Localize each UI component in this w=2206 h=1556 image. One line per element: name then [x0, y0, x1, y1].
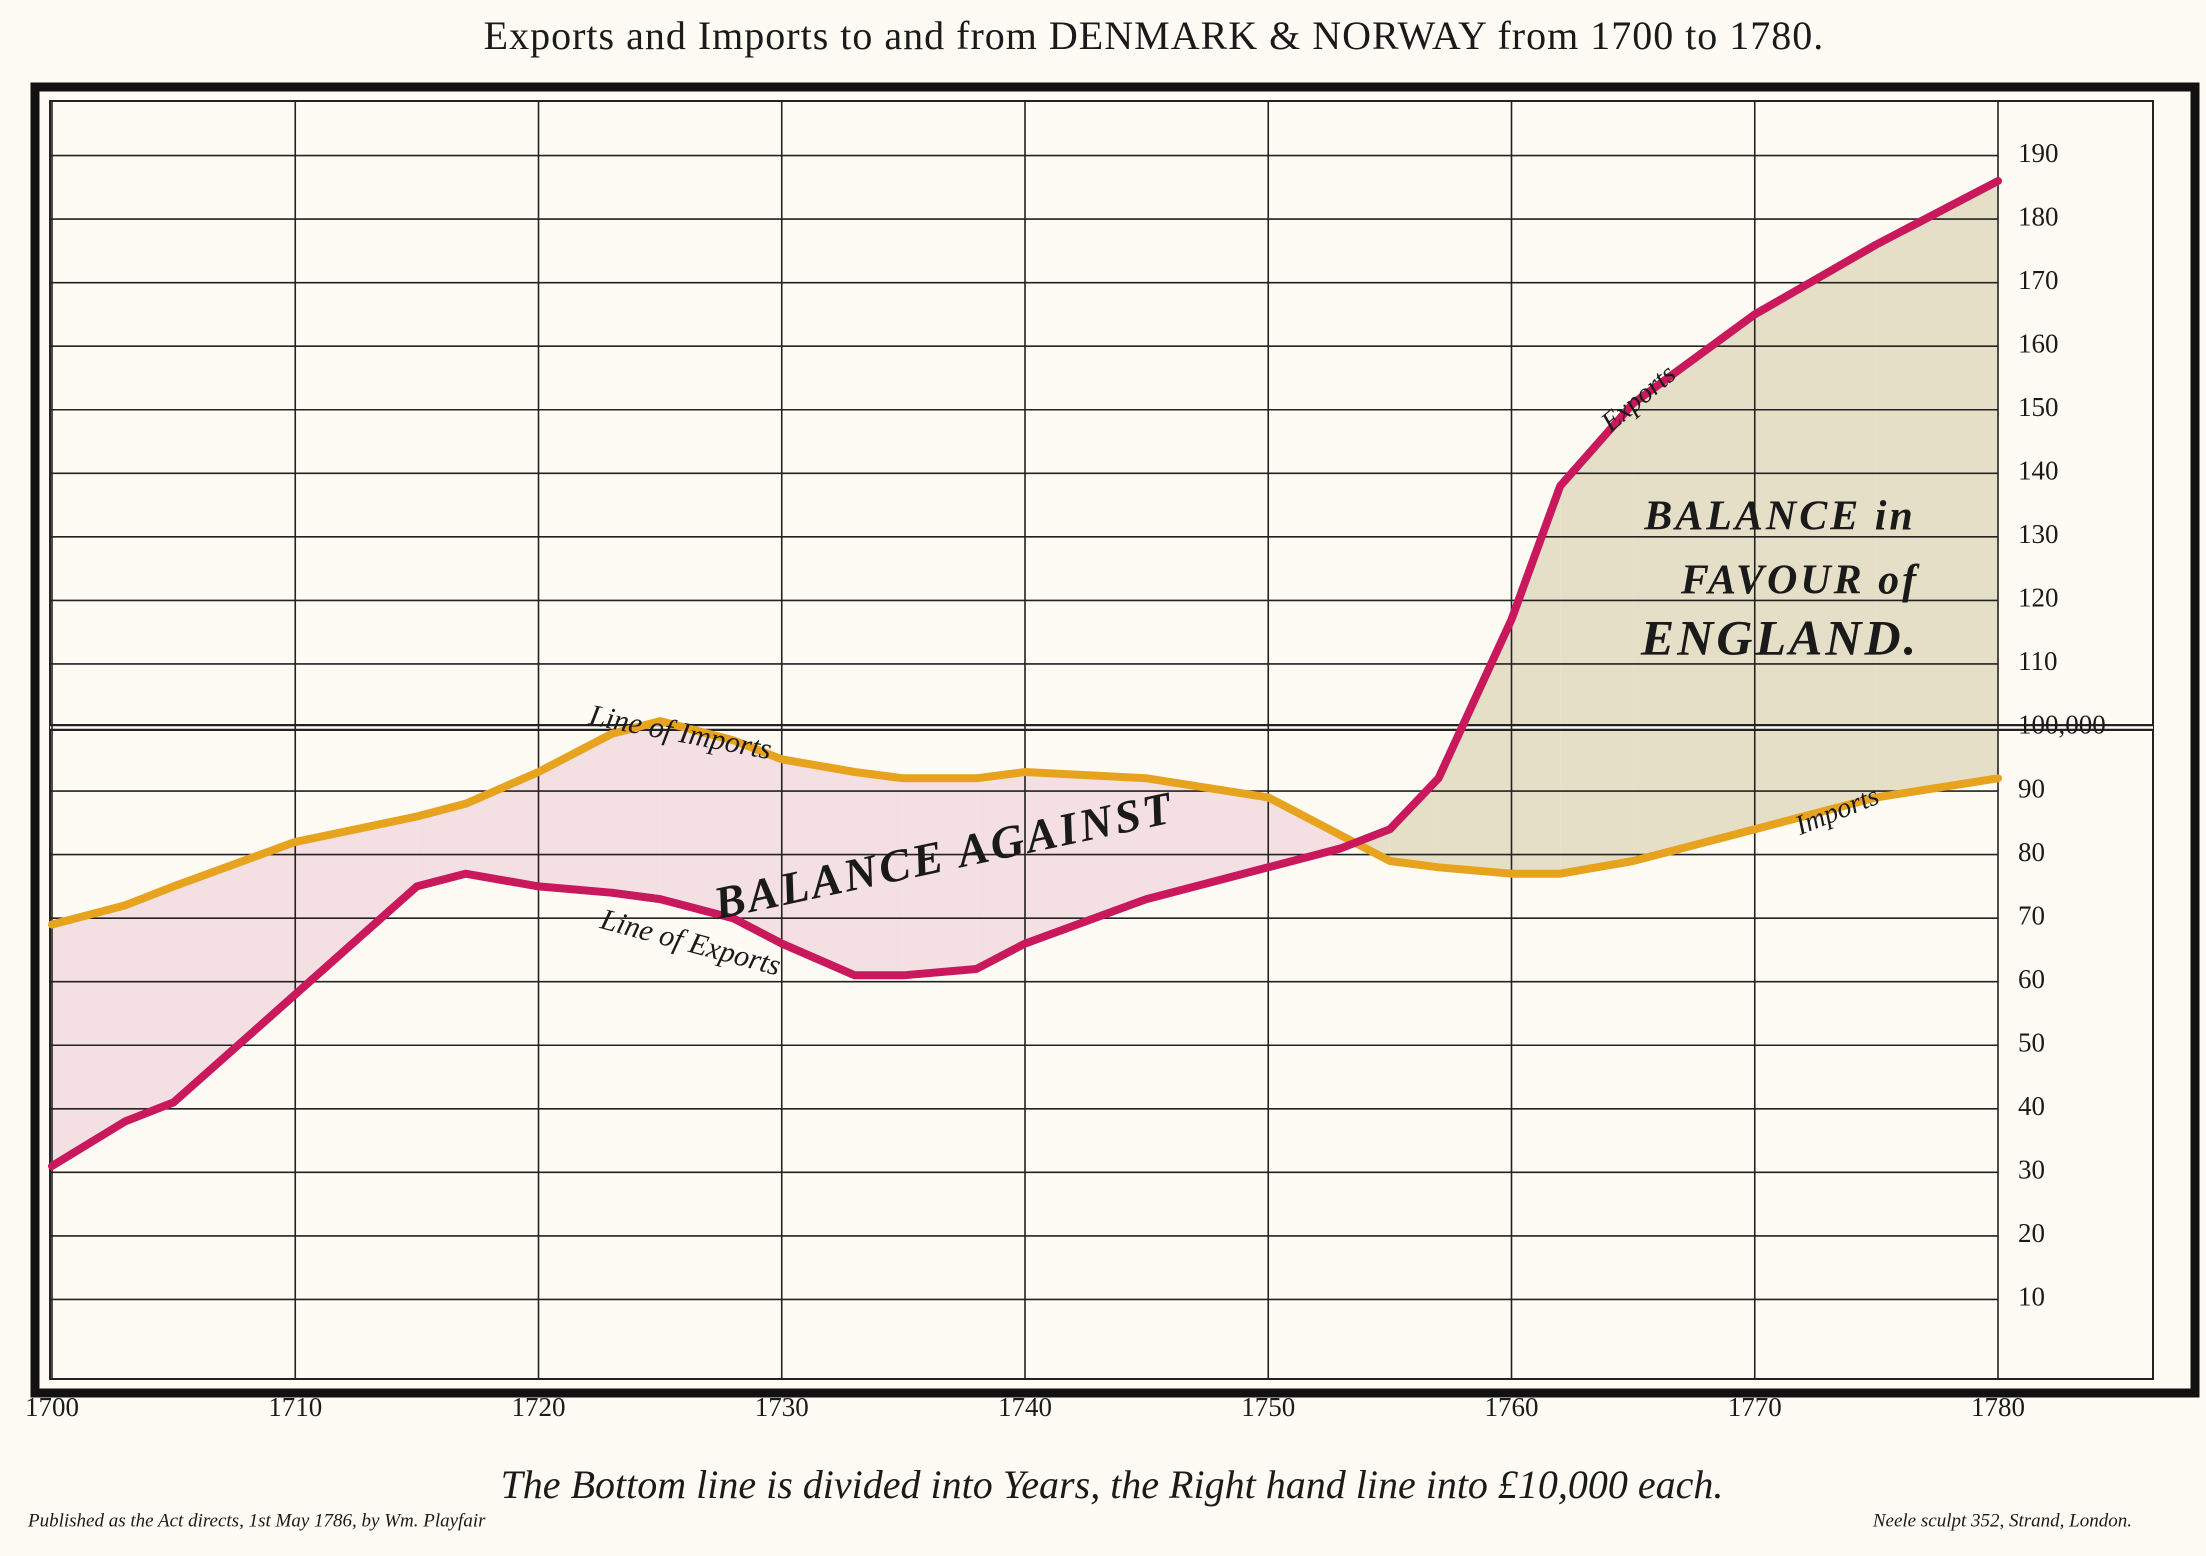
balance-fill — [295, 816, 417, 995]
balance-fill — [903, 778, 977, 976]
x-tick-label: 1700 — [25, 1392, 79, 1422]
y-tick-label: 180 — [2018, 201, 2059, 231]
y-tick-label: 170 — [2018, 265, 2059, 295]
y-tick-label: 160 — [2018, 328, 2059, 358]
x-tick-label: 1750 — [1241, 1392, 1295, 1422]
y-tick-label: 120 — [2018, 583, 2059, 613]
y-tick-label: 190 — [2018, 138, 2059, 168]
y-tick-label: 50 — [2018, 1027, 2045, 1057]
lines — [48, 177, 2002, 1170]
y-tick-label: 40 — [2018, 1091, 2045, 1121]
balance-fill — [1146, 778, 1269, 900]
y-tick-label: 60 — [2018, 964, 2045, 994]
balance-fill — [660, 721, 734, 919]
y-tick-label: 100,000 — [2018, 710, 2106, 740]
x-tick-label: 1730 — [755, 1392, 809, 1422]
y-tick-label: 70 — [2018, 900, 2045, 930]
y-tick-label: 80 — [2018, 837, 2045, 867]
chart-title: Exports and Imports to and from DENMARK … — [484, 13, 1825, 58]
balance-fill — [52, 905, 125, 1166]
balance-fill — [1389, 778, 1439, 868]
y-tick-label: 20 — [2018, 1218, 2045, 1248]
annotation: ENGLAND. — [1640, 609, 1919, 665]
balance-fill — [976, 771, 1025, 969]
y-tick-label: 110 — [2018, 646, 2058, 676]
balance-fill — [124, 886, 174, 1122]
inner-frame — [49, 100, 2154, 1380]
footer-left: Published as the Act directs, 1st May 17… — [27, 1510, 486, 1531]
outer-frame — [30, 82, 2200, 1398]
x-tick-label: 1720 — [512, 1392, 566, 1422]
annotation: BALANCE in — [1643, 494, 1916, 540]
footer-right: Neele sculpt 352, Strand, London. — [1872, 1510, 2132, 1531]
x-tick-label: 1740 — [998, 1392, 1052, 1422]
balance-fill — [1438, 619, 1512, 874]
balance-fill — [611, 721, 661, 900]
y-tick-label: 150 — [2018, 392, 2059, 422]
y-tick-label: 90 — [2018, 773, 2045, 803]
balance-fill — [1511, 486, 1561, 874]
balance-fill — [1560, 403, 1634, 874]
balance-fill — [538, 733, 612, 893]
balance-fill — [416, 803, 466, 887]
y-tick-label: 10 — [2018, 1282, 2045, 1312]
series-line — [48, 717, 2002, 929]
x-tick-label: 1760 — [1485, 1392, 1539, 1422]
balance-fill — [1876, 180, 1998, 798]
series-line — [48, 177, 2002, 1170]
annotation: FAVOUR of — [1680, 558, 1920, 604]
balance-fill — [781, 759, 855, 976]
y-tick-label: 140 — [2018, 456, 2059, 486]
y-tick-label: 130 — [2018, 519, 2059, 549]
balance-fill — [173, 841, 296, 1103]
x-axis-label: The Bottom line is divided into Years, t… — [501, 1462, 1724, 1507]
balance-fill — [854, 771, 904, 976]
balance-fill — [1025, 771, 1147, 944]
x-tick-label: 1780 — [1971, 1392, 2025, 1422]
y-tick-label: 30 — [2018, 1155, 2045, 1185]
x-tick-label: 1770 — [1728, 1392, 1782, 1422]
x-tick-label: 1710 — [268, 1392, 322, 1422]
balance-fill — [465, 771, 539, 887]
